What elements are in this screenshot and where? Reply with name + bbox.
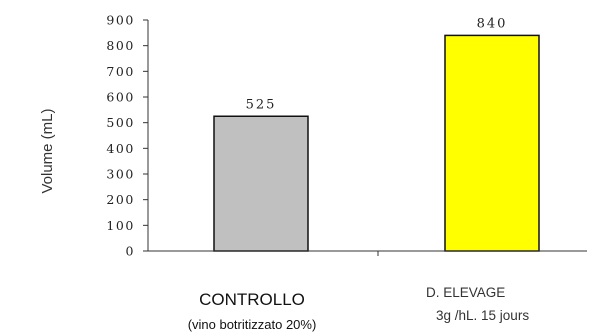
y-tick-label: 0 [125,244,135,259]
y-tick-label: 400 [106,141,135,156]
bars: 525 840 [213,16,540,252]
bar [213,115,309,252]
category-sublabel: (vino botritizzato 20%) [188,317,317,332]
y-tick-label: 600 [106,90,135,105]
category-label: CONTROLLO [199,290,305,309]
category-sublabel: 3g /hL. 15 jours [436,308,529,323]
y-tick-label: 300 [106,167,135,182]
bar [444,34,540,252]
y-tick-label: 500 [106,115,135,130]
category-label: D. ELEVAGE [426,285,505,300]
y-tick-label: 700 [106,64,135,79]
y-tick-label: 800 [106,38,135,53]
y-ticks: 0 100 200 300 400 500 600 700 800 900 [106,13,379,259]
category-labels: CONTROLLO (vino botritizzato 20%) D. ELEVA… [188,285,530,332]
bar-value-label: 525 [246,97,277,112]
y-tick-label: 100 [106,218,135,233]
y-tick-label: 900 [106,13,135,28]
y-tick-label: 200 [106,192,135,207]
y-axis-label: Volume (mL) [39,108,56,193]
bar-value-label: 840 [477,16,508,31]
